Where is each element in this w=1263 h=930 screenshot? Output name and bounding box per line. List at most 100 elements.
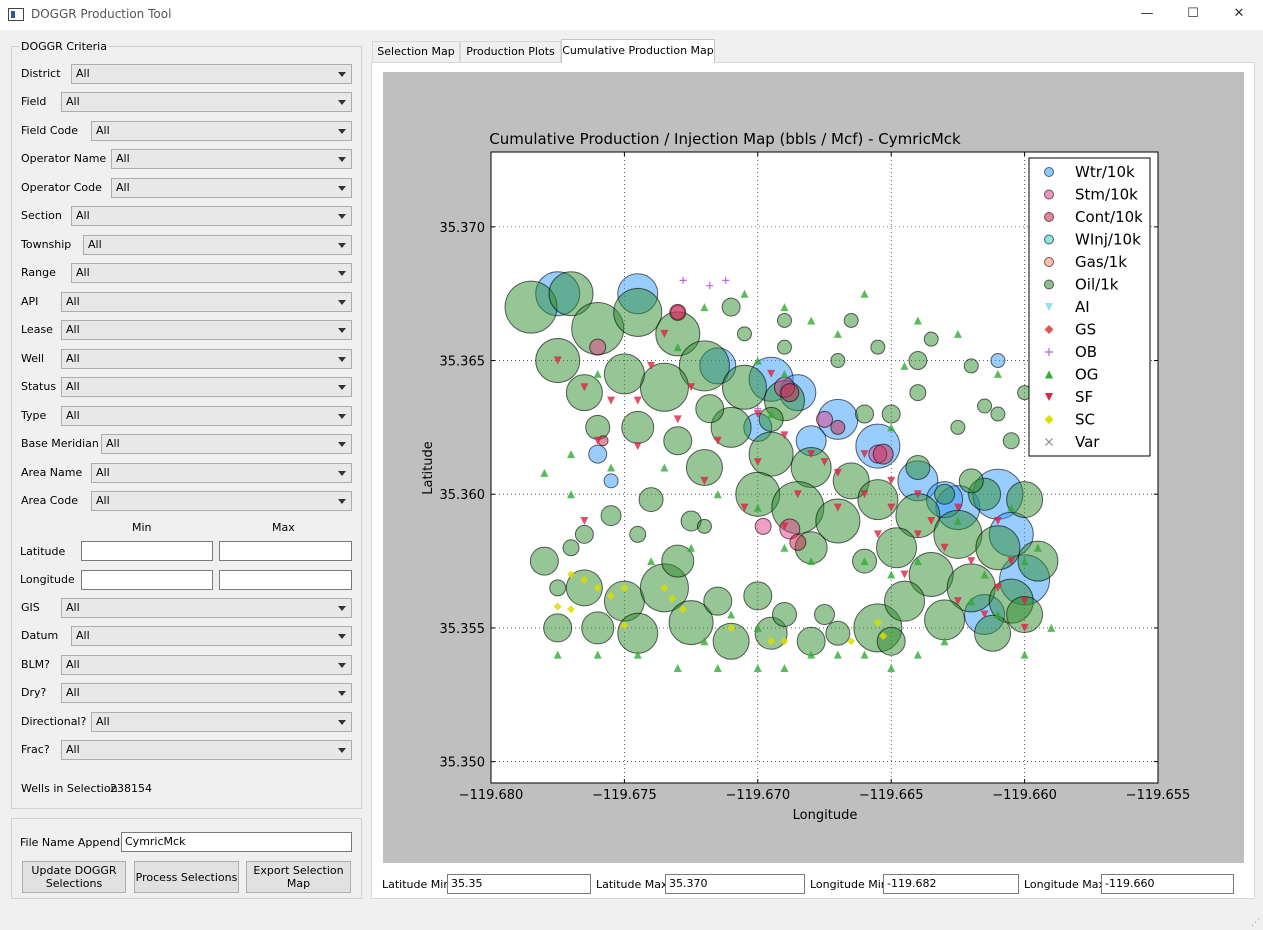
lease-combo[interactable]: All — [61, 320, 352, 340]
blm-combo[interactable]: All — [61, 655, 352, 675]
app-icon — [8, 8, 24, 21]
latitude-max-field[interactable]: 35.370 — [665, 874, 805, 894]
minimize-button[interactable]: — — [1140, 6, 1154, 21]
status-combo[interactable]: All — [61, 377, 352, 397]
legend-marker — [1044, 189, 1054, 200]
og-point — [913, 316, 922, 325]
cont-10k-bubble — [780, 383, 800, 403]
area-code-combo[interactable]: All — [91, 491, 352, 511]
cumulative-production-chart[interactable]: −119.680 −119.675 −119.670 −119.665 −119.660… — [383, 72, 1244, 863]
og-point — [833, 329, 842, 338]
longitude-max-input[interactable] — [219, 570, 352, 590]
process-selections-button[interactable]: Process Selections — [134, 861, 239, 893]
gis-combo[interactable]: All — [61, 598, 352, 618]
oil-1k-bubble — [758, 406, 784, 432]
oil-1k-bubble — [870, 339, 886, 355]
field-combo[interactable]: All — [61, 92, 352, 112]
district-combo[interactable]: All — [71, 64, 352, 84]
latitude-min-input[interactable] — [81, 541, 213, 561]
maximize-button[interactable]: ☐ — [1187, 6, 1199, 21]
dry-combo[interactable]: All — [61, 683, 352, 703]
section-combo[interactable]: All — [71, 206, 352, 226]
oil-1k-bubble — [543, 613, 573, 643]
range-combo[interactable]: All — [71, 263, 352, 283]
oil-1k-bubble — [909, 384, 927, 402]
og-point — [740, 289, 749, 298]
sf-point — [633, 396, 642, 405]
oil-1k-bubble — [696, 518, 712, 534]
close-button[interactable]: ✕ — [1233, 6, 1245, 21]
frac-combo[interactable]: All — [61, 740, 352, 760]
update-doggr-selections-button[interactable]: Update DOGGR Selections — [22, 861, 126, 893]
oil-1k-bubble — [1002, 432, 1020, 450]
file-name-appendix-input[interactable]: CymricMck — [121, 832, 352, 852]
type-combo[interactable]: All — [61, 406, 352, 426]
sf-point — [793, 490, 802, 499]
api-combo[interactable]: All — [61, 292, 352, 312]
og-point — [780, 664, 789, 673]
resize-grip-icon[interactable]: ⋰ — [1251, 918, 1260, 928]
og-point — [700, 637, 709, 646]
legend-marker — [1044, 279, 1054, 290]
oil-1k-bubble — [721, 297, 741, 317]
tab-cumulative-production-map[interactable]: Cumulative Production Map — [561, 39, 715, 63]
datum-combo[interactable]: All — [71, 626, 352, 646]
field-code-combo[interactable]: All — [91, 121, 352, 141]
stm-10k-bubble — [589, 338, 607, 356]
tab-selection-map[interactable]: Selection Map — [372, 41, 460, 62]
plot-canvas[interactable]: −119.680 −119.675 −119.670 −119.665 −119.660… — [383, 72, 1244, 863]
legend-marker — [1044, 167, 1054, 177]
township-combo[interactable]: All — [83, 235, 352, 255]
export-selection-map-button[interactable]: Export Selection Map — [246, 861, 351, 893]
oil-1k-bubble — [600, 505, 622, 527]
tab-production-plots[interactable]: Production Plots — [460, 41, 561, 62]
longitude-min-input[interactable] — [81, 570, 213, 590]
latitude-min-field[interactable]: 35.35 — [447, 874, 591, 894]
datum-label: Datum — [21, 629, 59, 642]
og-point — [673, 343, 682, 352]
oil-1k-bubble — [908, 351, 928, 371]
sf-point — [980, 610, 989, 619]
oil-1k-bubble — [990, 406, 1006, 422]
sf-point — [713, 436, 722, 445]
og-point — [767, 410, 776, 419]
well-combo[interactable]: All — [61, 349, 352, 369]
y-tick-label: 35.370 — [440, 221, 486, 236]
oil-1k-bubble — [638, 487, 664, 513]
sc-point — [660, 583, 669, 592]
frac-label: Frac? — [21, 743, 50, 756]
base-meridian-combo[interactable]: All — [101, 434, 352, 454]
legend-label: Oil/1k — [1075, 276, 1119, 294]
oil-1k-bubble — [548, 271, 594, 317]
legend-marker — [1045, 370, 1053, 379]
sf-point — [1007, 557, 1016, 566]
sc-point — [879, 631, 888, 640]
oil-1k-bubble — [685, 449, 723, 486]
legend-marker — [1044, 257, 1054, 267]
directional-label: Directional? — [21, 715, 87, 728]
x-tick-label: −119.665 — [859, 788, 924, 803]
dry-label: Dry? — [21, 686, 47, 699]
operator-name-combo[interactable]: All — [111, 149, 352, 169]
oil-1k-bubble — [771, 602, 797, 628]
sf-point — [593, 436, 602, 445]
operator-code-combo[interactable]: All — [111, 178, 352, 198]
legend-marker — [1045, 393, 1053, 401]
oil-1k-bubble — [748, 431, 794, 477]
status-label: Status — [21, 380, 57, 393]
legend-label: Var — [1075, 433, 1100, 451]
gis-label: GIS — [21, 601, 40, 614]
longitude-min-field[interactable]: -119.682 — [883, 874, 1019, 894]
sf-point — [913, 490, 922, 499]
og-point — [780, 303, 789, 312]
oil-1k-bubble — [905, 455, 931, 480]
sc-point — [620, 621, 629, 630]
latitude-min-label: Latitude Min — [382, 878, 451, 891]
sf-point — [940, 543, 949, 552]
latitude-max-input[interactable] — [219, 541, 352, 561]
directional-combo[interactable]: All — [91, 712, 352, 732]
og-point — [913, 650, 922, 659]
sf-point — [753, 410, 762, 419]
area-name-combo[interactable]: All — [91, 463, 352, 483]
longitude-max-field[interactable]: -119.660 — [1101, 874, 1234, 894]
